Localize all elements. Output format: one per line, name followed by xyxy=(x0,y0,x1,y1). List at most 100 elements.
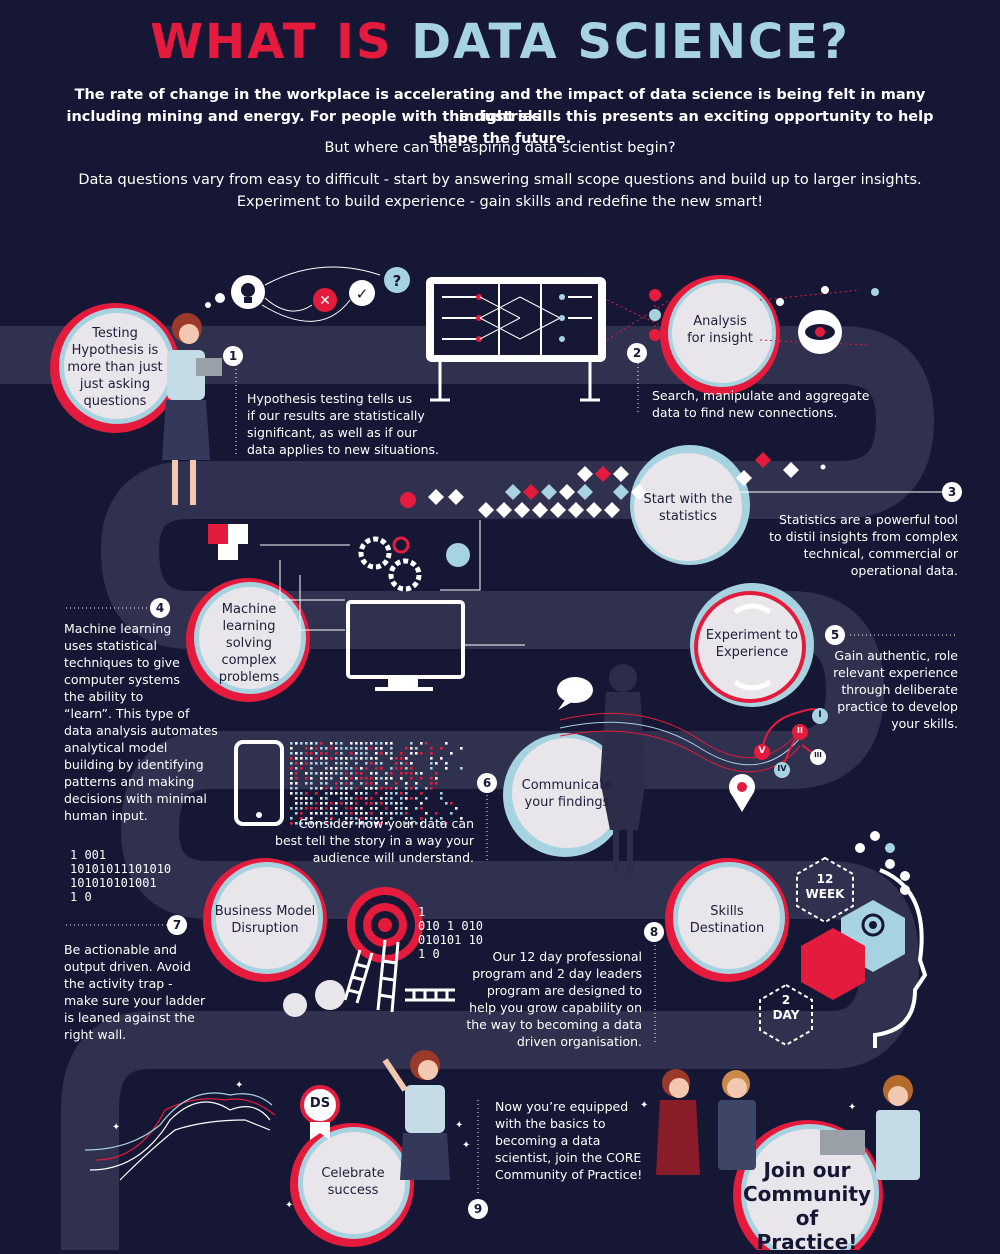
pixel-dot xyxy=(385,807,388,810)
pixel-dot xyxy=(360,777,363,780)
pixel-dot xyxy=(380,742,383,745)
pixel-dot xyxy=(430,767,433,770)
pixel-dot xyxy=(345,767,348,770)
step-number-4: 4 xyxy=(150,598,170,618)
pixel-dot xyxy=(325,817,328,820)
pixel-dot xyxy=(300,762,303,765)
pixel-dot xyxy=(325,772,328,775)
pixel-dot xyxy=(335,742,338,745)
pixel-dot xyxy=(330,742,333,745)
pixel-dot xyxy=(375,822,378,825)
pixel-dot xyxy=(430,782,433,785)
pixel-dot xyxy=(310,782,313,785)
pixel-dot xyxy=(305,822,308,825)
pixel-dot xyxy=(325,757,328,760)
pixel-dot xyxy=(455,807,458,810)
pixel-dot xyxy=(425,787,428,790)
pixel-dot xyxy=(430,817,433,820)
pixel-dot xyxy=(430,762,433,765)
pixel-dot xyxy=(395,792,398,795)
pixel-dot xyxy=(380,767,383,770)
pixel-dot xyxy=(440,822,443,825)
pixel-dot xyxy=(290,787,293,790)
step-number-7: 7 xyxy=(167,915,187,935)
pixel-dot xyxy=(400,777,403,780)
pixel-dot xyxy=(310,807,313,810)
pixel-dot xyxy=(300,807,303,810)
circle-6 xyxy=(503,733,627,857)
pixel-dot xyxy=(345,762,348,765)
pixel-dot xyxy=(360,757,363,760)
pixel-dot xyxy=(440,792,443,795)
pixel-dot xyxy=(400,812,403,815)
pixel-dot xyxy=(425,812,428,815)
pixel-dot xyxy=(370,772,373,775)
day-hexagon xyxy=(759,983,813,1047)
circle-7 xyxy=(203,858,327,982)
pixel-dot xyxy=(290,792,293,795)
circle-1 xyxy=(50,303,180,433)
pixel-dot xyxy=(295,762,298,765)
pixel-dot xyxy=(330,787,333,790)
pixel-dot xyxy=(405,757,408,760)
pixel-dot xyxy=(350,752,353,755)
pixel-dot xyxy=(410,767,413,770)
pixel-dot xyxy=(375,782,378,785)
pixel-dot xyxy=(315,757,318,760)
pixel-dot xyxy=(365,777,368,780)
pixel-dot xyxy=(345,802,348,805)
pixel-dot xyxy=(340,802,343,805)
pixel-dot xyxy=(325,767,328,770)
page-title: WHAT IS DATA SCIENCE? xyxy=(150,14,850,70)
pixel-dot xyxy=(390,767,393,770)
pixel-dot xyxy=(445,762,448,765)
pixel-dot xyxy=(315,792,318,795)
pixel-dot xyxy=(405,747,408,750)
pixel-dot xyxy=(405,797,408,800)
pixel-dot xyxy=(290,747,293,750)
pixel-dot xyxy=(290,777,293,780)
pixel-dot xyxy=(300,757,303,760)
pixel-dot xyxy=(410,752,413,755)
pixel-dot xyxy=(415,752,418,755)
pixel-dot xyxy=(345,807,348,810)
pixel-dot xyxy=(365,817,368,820)
roman-3: III xyxy=(814,751,822,759)
pixel-dot xyxy=(305,777,308,780)
circle-join xyxy=(733,1120,883,1250)
pixel-dot xyxy=(365,742,368,745)
pixel-dot xyxy=(380,802,383,805)
pixel-dot xyxy=(360,812,363,815)
pixel-dot xyxy=(310,787,313,790)
step-number-2: 2 xyxy=(627,343,647,363)
pixel-dot xyxy=(410,762,413,765)
pixel-dot xyxy=(325,787,328,790)
join-community-text: Join our Community of Practice! xyxy=(742,1158,872,1254)
pixel-dot xyxy=(355,812,358,815)
pixel-dot xyxy=(355,772,358,775)
eye-icon xyxy=(798,310,842,354)
pixel-dot xyxy=(345,797,348,800)
pixel-dot xyxy=(290,752,293,755)
pixel-dot xyxy=(350,817,353,820)
pixel-dot xyxy=(445,767,448,770)
pixel-dot xyxy=(415,797,418,800)
pixel-dot xyxy=(430,777,433,780)
pixel-dot xyxy=(390,802,393,805)
pixel-dot xyxy=(315,802,318,805)
day-badge-label: 2 DAY xyxy=(772,993,800,1022)
pixel-dot xyxy=(340,782,343,785)
pixel-dot xyxy=(330,812,333,815)
pixel-dot xyxy=(290,817,293,820)
pixel-dot xyxy=(330,747,333,750)
pixel-dot xyxy=(335,787,338,790)
pixel-dot xyxy=(400,807,403,810)
pixel-dot xyxy=(300,802,303,805)
circle-4 xyxy=(186,578,310,702)
pixel-dot xyxy=(385,782,388,785)
pixel-dot xyxy=(435,812,438,815)
flow-lines xyxy=(559,712,801,773)
pixel-dot xyxy=(410,797,413,800)
pixel-dot xyxy=(295,767,298,770)
circle-2 xyxy=(660,275,780,395)
